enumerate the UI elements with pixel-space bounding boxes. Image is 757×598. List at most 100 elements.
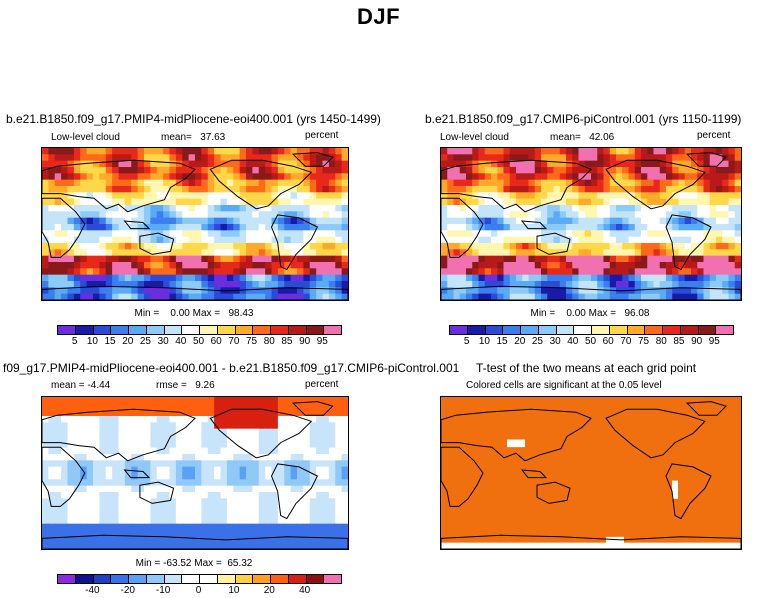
grid-cell <box>99 441 107 449</box>
grid-cell <box>226 498 234 506</box>
grid-cell <box>472 511 480 518</box>
grid-cell <box>341 293 348 300</box>
grid-cell <box>566 428 573 436</box>
grid-cell <box>691 211 698 219</box>
grid-cell <box>603 293 611 300</box>
grid-cell <box>734 217 741 225</box>
grid-cell <box>131 454 139 461</box>
grid-cell <box>290 205 298 212</box>
grid-cell <box>277 211 285 219</box>
colorbar-tick-label: 70 <box>620 336 632 347</box>
grid-cell <box>447 236 455 244</box>
grid-cell <box>226 492 234 499</box>
grid-cell <box>697 504 705 512</box>
grid-cell <box>497 236 505 244</box>
grid-cell <box>239 416 247 423</box>
grid-cell <box>722 198 730 206</box>
coastline <box>42 152 348 300</box>
grid-cell <box>195 460 202 468</box>
grid-cell <box>195 293 202 300</box>
grid-cell <box>48 397 56 404</box>
grid-cell <box>522 523 530 531</box>
grid-cell <box>322 397 330 404</box>
grid-cell <box>156 154 164 162</box>
grid-cell <box>528 293 536 300</box>
grid-cell <box>239 517 247 525</box>
grid-cell <box>547 403 555 411</box>
grid-cell <box>86 255 94 263</box>
grid-cell <box>150 473 158 480</box>
panel-br-map-svg <box>441 397 741 549</box>
grid-cell <box>734 435 741 442</box>
grid-cell <box>509 249 517 257</box>
grid-cell <box>233 447 241 455</box>
grid-cell <box>691 274 698 282</box>
grid-cell <box>80 243 88 250</box>
grid-cell <box>284 479 292 487</box>
grid-cell <box>678 224 686 231</box>
grid-cell <box>572 511 580 518</box>
grid-cell <box>169 154 177 162</box>
grid-cell <box>246 466 253 474</box>
grid-cell <box>233 498 241 506</box>
grid-cell <box>150 160 158 168</box>
grid-cell <box>597 268 605 276</box>
grid-cell <box>284 224 292 231</box>
grid-cell <box>484 198 492 206</box>
grid-cell <box>441 249 448 257</box>
grid-cell <box>131 460 139 468</box>
grid-cell <box>559 504 567 512</box>
grid-cell <box>728 416 736 423</box>
grid-cell <box>252 416 260 423</box>
grid-cell <box>722 217 730 225</box>
grid-cell <box>484 274 492 282</box>
grid-cell <box>734 485 741 493</box>
grid-cell <box>271 517 279 525</box>
grid-cell <box>309 243 317 250</box>
grid-cell <box>641 243 648 250</box>
grid-cell <box>73 447 81 455</box>
grid-cell <box>716 205 723 212</box>
grid-cell <box>163 179 171 187</box>
grid-cell <box>316 148 324 155</box>
grid-cell <box>297 523 304 531</box>
grid-cell <box>684 224 692 231</box>
grid-cell <box>453 255 461 263</box>
grid-cell <box>584 492 592 499</box>
grid-cell <box>584 211 592 219</box>
grid-cell <box>309 217 317 225</box>
grid-cell <box>54 523 62 531</box>
grid-cell <box>709 492 717 499</box>
grid-cell <box>703 492 711 499</box>
grid-cell <box>591 287 598 295</box>
grid-cell <box>265 230 273 238</box>
grid-cell <box>472 485 480 493</box>
grid-cell <box>534 542 542 549</box>
grid-cell <box>628 230 636 238</box>
grid-cell <box>201 186 209 193</box>
grid-cell <box>246 479 253 487</box>
grid-cell <box>328 435 336 442</box>
grid-cell <box>118 274 126 282</box>
grid-cell <box>258 293 266 300</box>
grid-cell <box>678 441 686 449</box>
grid-cell <box>54 511 62 518</box>
grid-cell <box>48 198 56 206</box>
grid-cell <box>678 243 686 250</box>
grid-cell <box>297 542 304 549</box>
grid-cell <box>466 217 473 225</box>
grid-cell <box>516 479 523 487</box>
colorbar-box <box>75 326 94 334</box>
grid-cell <box>516 268 523 276</box>
grid-cell <box>609 435 617 442</box>
grid-cell <box>303 160 311 168</box>
grid-cell <box>597 186 605 193</box>
panel-tl-minmax: Min = 0.00 Max = 98.43 <box>41 308 347 319</box>
grid-cell <box>547 530 555 537</box>
grid-cell <box>734 498 741 506</box>
grid-cell <box>112 281 120 288</box>
grid-cell <box>491 466 498 474</box>
grid-cell <box>441 403 448 411</box>
grid-cell <box>653 416 661 423</box>
grid-cell <box>634 473 642 480</box>
